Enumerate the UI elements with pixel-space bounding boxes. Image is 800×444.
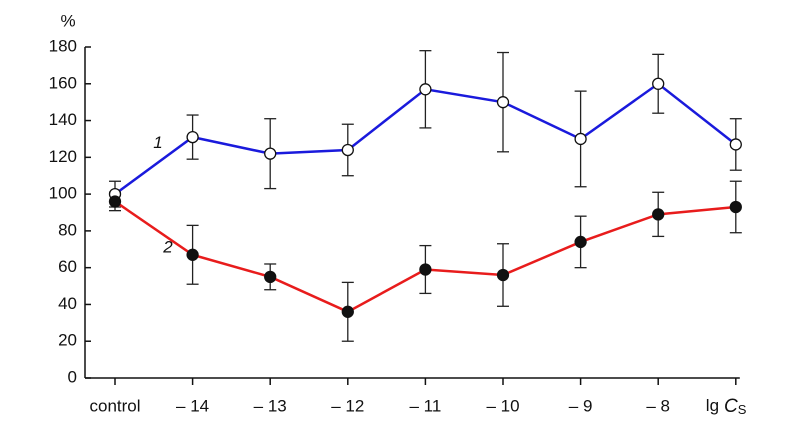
x-tick-label: – 12	[331, 396, 364, 415]
x-tick-label: – 14	[176, 396, 209, 415]
x-tick-label: – 11	[409, 396, 441, 415]
data-point	[419, 83, 432, 96]
data-point	[652, 208, 665, 221]
series-label: 2	[162, 238, 173, 257]
y-tick-label: 20	[58, 331, 77, 350]
x-axis-label-part: C	[724, 396, 738, 417]
y-tick-label: 40	[58, 294, 77, 313]
y-tick-label: 60	[58, 257, 77, 276]
y-tick-label: 160	[49, 73, 77, 92]
y-tick-label: 180	[49, 36, 77, 55]
data-point	[264, 270, 277, 284]
data-point	[341, 143, 354, 157]
data-point	[419, 263, 432, 276]
y-tick-label: 140	[49, 110, 77, 129]
y-axis-label: %	[60, 11, 75, 30]
data-point	[264, 147, 277, 160]
y-tick-label: 0	[68, 367, 77, 386]
data-point	[729, 138, 742, 151]
y-tick-label: 100	[49, 184, 77, 203]
data-point	[108, 195, 122, 208]
y-tick-label: 80	[58, 220, 77, 239]
x-tick-label: control	[89, 396, 140, 415]
data-point	[186, 248, 199, 261]
x-axis-label: lg CS	[706, 396, 747, 417]
x-tick-label: – 9	[569, 396, 593, 415]
x-tick-label: – 8	[646, 396, 670, 415]
data-point	[341, 305, 354, 318]
y-tick-label: 120	[49, 147, 77, 166]
data-point	[729, 200, 742, 214]
x-axis-label-part: lg	[706, 396, 719, 415]
data-point	[574, 235, 587, 249]
data-point	[574, 132, 587, 146]
data-point	[186, 130, 199, 144]
x-tick-label: – 10	[486, 396, 519, 415]
data-point	[652, 77, 665, 90]
series-label: 1	[153, 133, 162, 152]
x-tick-label: – 13	[254, 396, 287, 415]
data-point	[496, 96, 510, 109]
x-axis-label-part: S	[738, 402, 747, 417]
data-point	[496, 268, 510, 282]
